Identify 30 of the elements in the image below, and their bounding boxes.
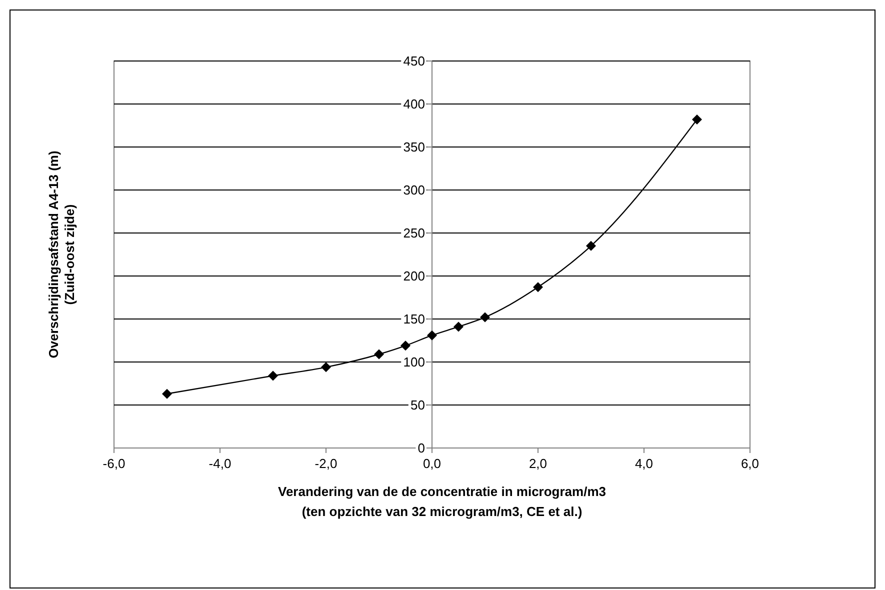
point bbox=[692, 114, 702, 124]
point bbox=[586, 240, 596, 251]
x-tick-label: 4,0 bbox=[634, 456, 654, 471]
y-tick-label: 250 bbox=[403, 226, 425, 241]
x-tick-label: -6,0 bbox=[102, 456, 126, 471]
point bbox=[321, 362, 331, 372]
y-tick-label: 100 bbox=[403, 354, 425, 370]
y-axis-title: Overschrijdingsafstand A4-13 (m) (Zuid-oost zijde) bbox=[46, 150, 77, 358]
x-tick-label: 2,0 bbox=[528, 456, 548, 471]
point bbox=[480, 312, 490, 322]
x-tick-label: -2,0 bbox=[314, 456, 338, 471]
y-tick-label: 350 bbox=[403, 140, 425, 155]
y-tick-label: 450 bbox=[403, 54, 425, 69]
x-tick-label: -4,0 bbox=[208, 456, 232, 471]
y-tick-label: 50 bbox=[410, 398, 425, 413]
y-tick-label: 200 bbox=[403, 268, 425, 284]
x-tick-label: 0,0 bbox=[422, 456, 442, 471]
y-tick-label: 150 bbox=[403, 312, 425, 327]
point bbox=[400, 340, 410, 351]
x-axis-title: Verandering van de de concentratie in microgram/m3 (ten opzichte van 32 microgram/m3, CE et al.) bbox=[278, 484, 606, 519]
y-tick-label: 400 bbox=[403, 96, 425, 112]
point bbox=[427, 330, 437, 340]
x-tick-label: 6,0 bbox=[740, 456, 760, 471]
point bbox=[268, 370, 278, 381]
y-tick-label: 300 bbox=[403, 182, 425, 198]
y-tick-label: 0 bbox=[418, 440, 425, 456]
point bbox=[374, 349, 384, 360]
point bbox=[454, 322, 464, 332]
point bbox=[162, 388, 172, 399]
point bbox=[533, 282, 543, 292]
